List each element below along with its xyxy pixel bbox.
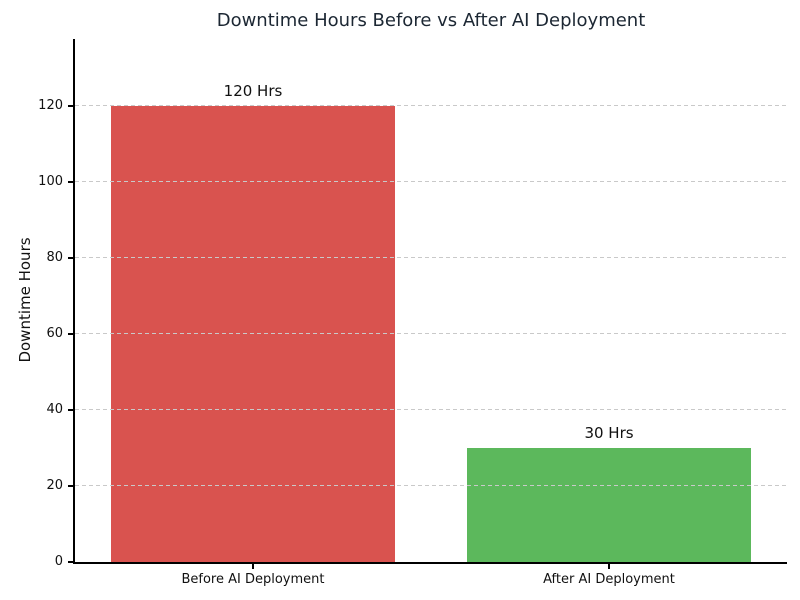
x-axis-spine — [73, 562, 787, 564]
gridline — [75, 105, 787, 107]
bar-value-label: 120 Hrs — [223, 81, 283, 100]
x-tick-mark — [608, 564, 610, 569]
y-tick-label: 20 — [46, 477, 63, 493]
gridline — [75, 181, 787, 183]
plot-area: 120 Hrs 30 Hrs — [75, 39, 787, 562]
y-tick-mark — [68, 408, 73, 411]
gridline — [75, 333, 787, 335]
y-tick-label: 80 — [46, 249, 63, 265]
y-tick-mark — [68, 104, 73, 107]
y-tick-label: 60 — [46, 325, 63, 341]
y-tick-label: 100 — [38, 173, 63, 189]
gridline — [75, 409, 787, 411]
y-axis-ticks: 0 20 40 60 80 100 120 — [0, 39, 75, 569]
x-axis-ticks: Before AI Deployment After AI Deployment — [75, 564, 787, 596]
x-tick-label: Before AI Deployment — [181, 572, 325, 587]
gridline — [75, 257, 787, 259]
y-tick-label: 40 — [46, 401, 63, 417]
y-tick-mark — [68, 561, 73, 563]
y-tick-mark — [68, 484, 73, 487]
y-tick-mark — [68, 256, 73, 259]
y-tick-label: 120 — [38, 97, 63, 113]
y-tick-mark — [68, 332, 73, 335]
x-tick-mark — [252, 564, 254, 569]
gridline — [75, 485, 787, 487]
y-tick-mark — [68, 180, 73, 183]
bar — [466, 447, 752, 562]
y-axis-spine — [73, 39, 75, 564]
bar-value-label: 30 Hrs — [584, 423, 634, 442]
chart-title: Downtime Hours Before vs After AI Deploy… — [216, 10, 646, 31]
x-tick-label: After AI Deployment — [543, 572, 675, 587]
y-tick-label: 0 — [54, 554, 63, 569]
